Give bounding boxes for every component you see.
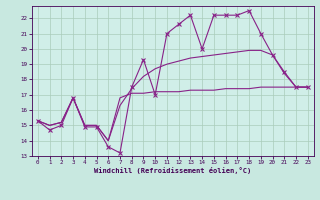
X-axis label: Windchill (Refroidissement éolien,°C): Windchill (Refroidissement éolien,°C) bbox=[94, 167, 252, 174]
